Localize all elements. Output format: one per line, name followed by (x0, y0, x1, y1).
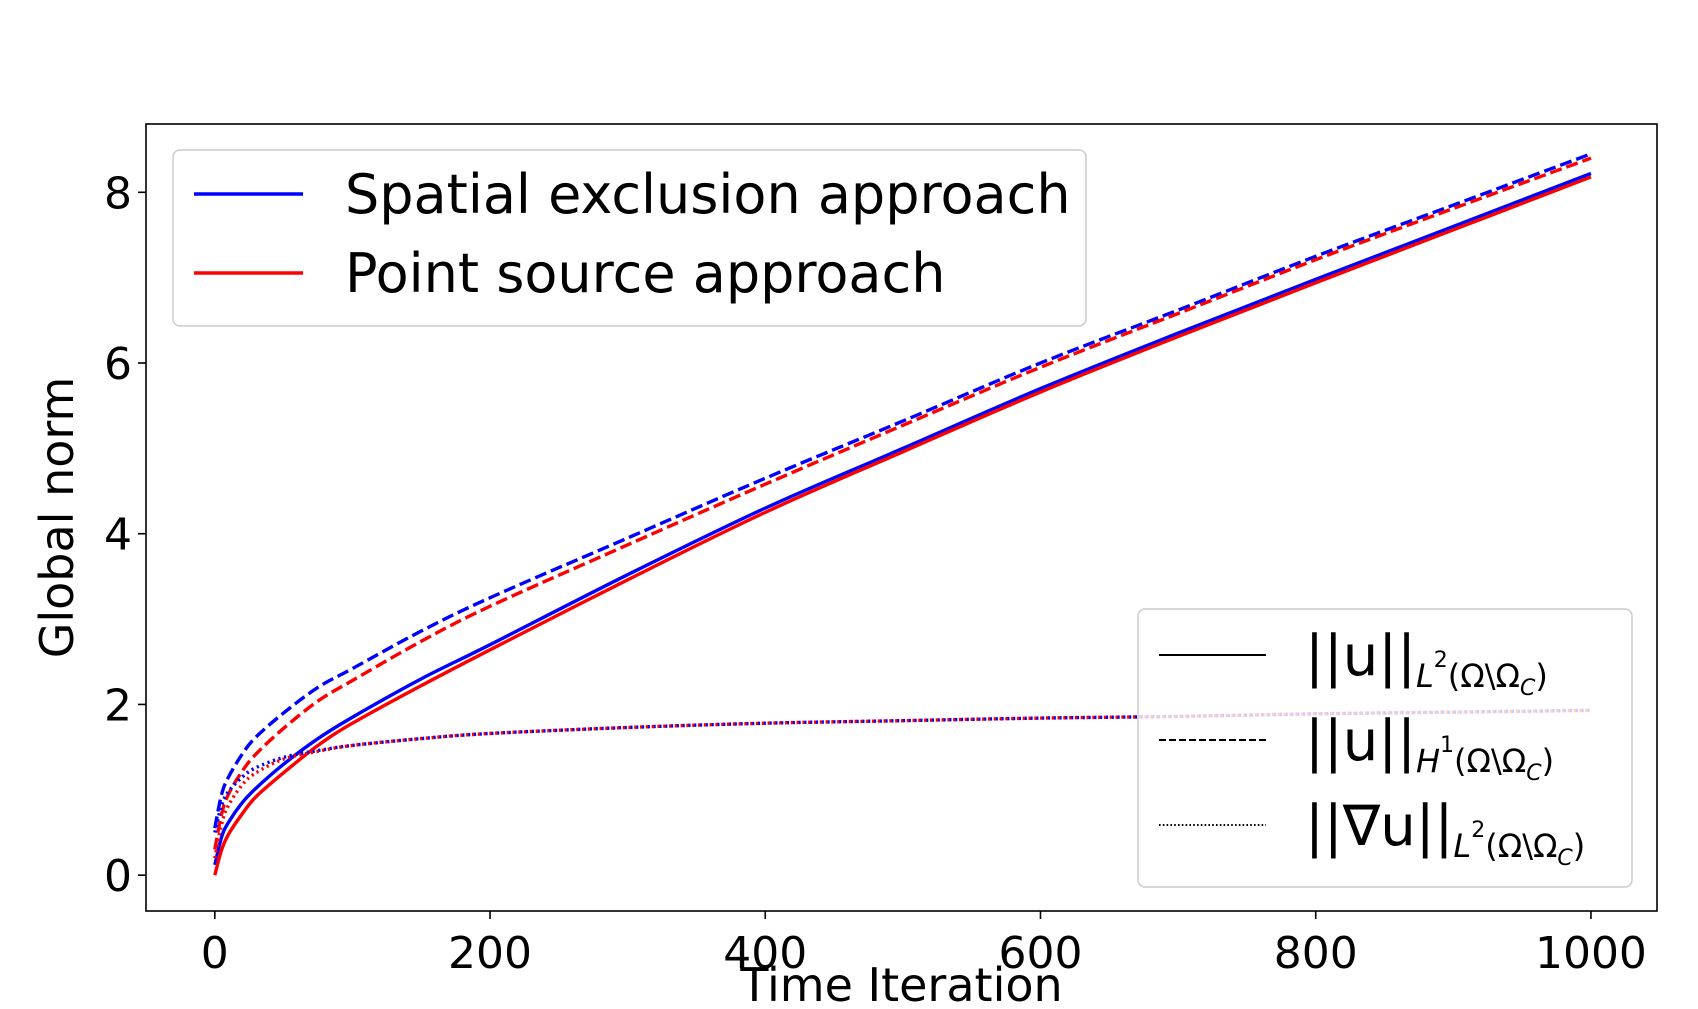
legend-norm-label: ||∇u||L2(Ω\ΩC) (1305, 794, 1585, 871)
legend-norm-box (1137, 608, 1633, 888)
legend-norm-close: ) (1573, 827, 1585, 865)
y-axis-label: Global norm (30, 377, 84, 659)
plot-frame (145, 123, 1658, 912)
legend-norm-domain: (Ω\Ω (1485, 827, 1557, 865)
legend-label: Point source approach (345, 242, 945, 305)
y-tick-label: 2 (104, 680, 132, 731)
x-tick-label: 200 (448, 928, 532, 979)
x-tick-label: 800 (1274, 928, 1358, 979)
y-tick-label: 8 (104, 168, 132, 219)
legend-norm-sub: H (1416, 742, 1440, 780)
legend-norm-domain_sub: C (1520, 676, 1536, 701)
legend-approach-box (172, 149, 1087, 327)
legend-norm-domain: (Ω\Ω (1448, 657, 1520, 695)
legend-norm-sup: 2 (1471, 818, 1485, 843)
series-line-spatial-solid (213, 171, 1592, 866)
legend-norm-domain_sub: C (1526, 761, 1542, 786)
legend-norm-norm: ||u|| (1305, 624, 1416, 689)
x-tick-label: 600 (998, 928, 1082, 979)
legend-norm-sup: 1 (1440, 733, 1454, 758)
legend-norm-close: ) (1535, 657, 1547, 695)
legend-norm-sub: L (1416, 657, 1434, 695)
x-tick-label: 400 (723, 928, 807, 979)
legend-norm-norm: ||u|| (1305, 709, 1416, 774)
legend-norm-close: ) (1542, 742, 1554, 780)
legend-norm-domain_sub: C (1557, 846, 1573, 871)
legend-approach: Spatial exclusion approach Point source a… (172, 149, 1087, 327)
x-tick-label: 1000 (1535, 928, 1647, 979)
series-line-point-dashed (213, 156, 1592, 850)
y-tick-label: 4 (104, 510, 132, 561)
legend-norm-sub: L (1453, 827, 1471, 865)
series-line-point-solid (213, 175, 1592, 876)
y-tick-label: 0 (104, 851, 132, 902)
legend-norm: ||u||L2(Ω\ΩC)||u||H1(Ω\ΩC)||∇u||L2(Ω\ΩC) (1137, 608, 1633, 888)
y-tick-label: 6 (104, 339, 132, 390)
legend-norm-label: ||u||H1(Ω\ΩC) (1305, 709, 1554, 786)
legend-norm-sup: 2 (1434, 648, 1448, 673)
x-axis-label: Time Iteration (739, 958, 1062, 1009)
x-tick-label: 0 (201, 928, 229, 979)
legend-norm-norm: ||∇u|| (1305, 794, 1453, 859)
series-layer (213, 152, 1592, 876)
ticks-layer: 0 200 400 600 800 1000 0 2 4 6 8 (104, 168, 1647, 979)
legend-norm-label: ||u||L2(Ω\ΩC) (1305, 624, 1548, 701)
legend-label: Spatial exclusion approach (345, 163, 1071, 226)
series-line-spatial-dashed (213, 152, 1592, 829)
legend-norm-domain: (Ω\Ω (1454, 742, 1526, 780)
